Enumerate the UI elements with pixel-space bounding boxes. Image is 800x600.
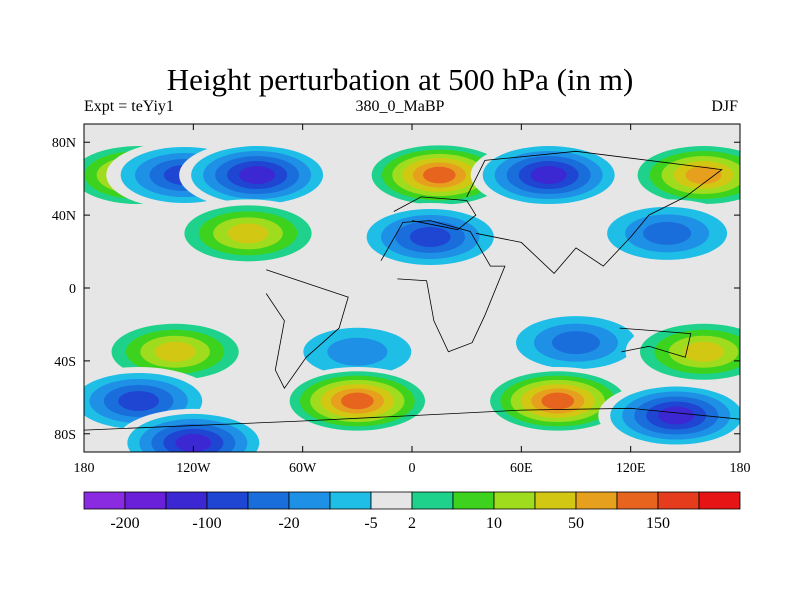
colorbar-label: -5 bbox=[364, 515, 377, 532]
contour-fill bbox=[409, 226, 451, 247]
x-tick-label: 180 bbox=[730, 461, 751, 476]
colorbar-swatch bbox=[370, 491, 413, 510]
contour-fill bbox=[658, 406, 695, 425]
contour-fill bbox=[175, 433, 212, 452]
experiment-label: Expt = teYiy1 bbox=[84, 98, 174, 115]
anomaly-center bbox=[589, 199, 740, 268]
season-label: DJF bbox=[711, 98, 738, 115]
y-tick-label: 80S bbox=[54, 428, 76, 443]
y-tick-label: 0 bbox=[69, 282, 76, 297]
contour-fill bbox=[327, 337, 388, 366]
anomaly-center bbox=[97, 317, 254, 386]
continent-outline bbox=[84, 407, 740, 431]
colorbar-swatch bbox=[493, 491, 536, 510]
anomaly-center bbox=[352, 202, 509, 271]
colorbar-label: 10 bbox=[486, 515, 502, 532]
anomaly-center bbox=[479, 366, 636, 435]
y-tick-label: 80N bbox=[52, 136, 76, 151]
contour-fill bbox=[239, 166, 276, 185]
colorbar-label: -20 bbox=[278, 515, 299, 532]
colorbar-swatch bbox=[616, 491, 659, 510]
colorbar-swatch bbox=[206, 491, 249, 510]
x-tick-label: 60E bbox=[510, 461, 533, 476]
x-tick-label: 120E bbox=[616, 461, 646, 476]
y-tick-label: 40S bbox=[54, 355, 76, 370]
x-tick-label: 120W bbox=[176, 461, 211, 476]
contour-fill bbox=[530, 166, 567, 185]
continent-outline bbox=[466, 150, 723, 274]
anomaly-center bbox=[279, 317, 436, 386]
colorbar-label: 50 bbox=[568, 515, 584, 532]
continent-outline bbox=[265, 269, 349, 389]
anomaly-center bbox=[598, 381, 740, 450]
anomaly-center bbox=[625, 141, 740, 210]
colorbar-swatch bbox=[657, 491, 700, 510]
chart-title: Height perturbation at 500 hPa (in m) bbox=[166, 62, 634, 97]
contour-fill bbox=[685, 166, 722, 185]
anomaly-center bbox=[179, 141, 336, 210]
anomaly-center bbox=[498, 308, 654, 377]
anomaly-center bbox=[470, 141, 627, 210]
x-tick-label: 0 bbox=[409, 461, 416, 476]
colorbar-swatch bbox=[452, 491, 495, 510]
contour-fill bbox=[154, 341, 196, 362]
colorbar-label: -100 bbox=[192, 515, 221, 532]
colorbar-swatch bbox=[124, 491, 167, 510]
contour-fill bbox=[683, 341, 724, 362]
colorbar-swatch bbox=[247, 491, 290, 510]
colorbar-swatch bbox=[534, 491, 577, 510]
colorbar-swatch bbox=[329, 491, 372, 510]
contour-fill bbox=[341, 392, 374, 410]
contour-fill bbox=[118, 390, 160, 411]
colorbar-swatch bbox=[575, 491, 618, 510]
anomaly-center bbox=[625, 317, 740, 386]
time-label: 380_0_MaBP bbox=[355, 98, 445, 115]
contour-fill bbox=[227, 223, 269, 244]
y-tick-label: 40N bbox=[52, 209, 76, 224]
contour-fill bbox=[423, 166, 456, 184]
x-tick-label: 180 bbox=[74, 461, 95, 476]
colorbar-swatch bbox=[411, 491, 454, 510]
colorbar-label: 150 bbox=[646, 515, 670, 532]
anomaly-center bbox=[279, 366, 436, 435]
x-tick-label: 60W bbox=[289, 461, 317, 476]
colorbar-swatch bbox=[83, 491, 126, 510]
continent-outline bbox=[619, 327, 692, 358]
anomaly-center bbox=[170, 199, 326, 268]
colorbar-swatch bbox=[288, 491, 331, 510]
contour-fill bbox=[541, 392, 575, 410]
contour-fill bbox=[643, 221, 692, 245]
continent-outline bbox=[380, 220, 506, 353]
anomaly-center bbox=[115, 408, 272, 452]
contour-fill bbox=[552, 331, 600, 355]
colorbar-swatch bbox=[698, 491, 741, 510]
continent-outline bbox=[393, 196, 477, 231]
colorbar-swatch bbox=[165, 491, 208, 510]
colorbar-label: -200 bbox=[110, 515, 139, 532]
anomaly-center bbox=[361, 141, 518, 210]
colorbar-label: 2 bbox=[408, 515, 416, 532]
